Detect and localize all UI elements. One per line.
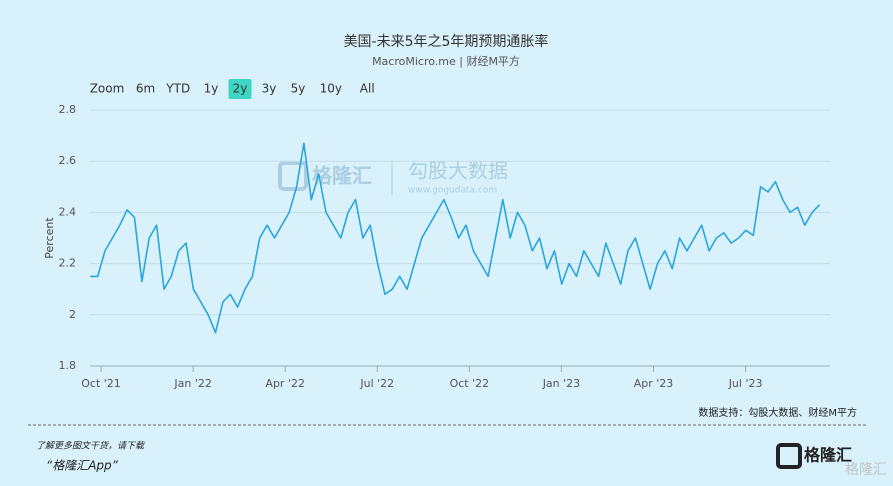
x-tick-label: Apr '23 bbox=[634, 377, 674, 390]
watermark-brand2: 勾股大数据 bbox=[408, 159, 508, 183]
x-tick-label: Oct '22 bbox=[450, 377, 490, 390]
chart-title: 美国-未来5年之5年期预期通胀率 bbox=[344, 33, 549, 50]
y-tick-label: 2.2 bbox=[59, 257, 77, 270]
x-tick-label: Jul '22 bbox=[359, 377, 394, 390]
watermark: 格隆汇 勾股大数据 www.gogudata.com bbox=[278, 159, 508, 196]
footer-line2: “格隆汇App” bbox=[46, 459, 119, 473]
line-series bbox=[90, 142, 821, 334]
logo-icon bbox=[776, 443, 802, 469]
watermark-url: www.gogudata.com bbox=[408, 186, 497, 196]
range-button-bg bbox=[228, 79, 252, 99]
y-tick-label: 2.4 bbox=[59, 205, 77, 218]
y-tick-label: 2.8 bbox=[59, 103, 77, 116]
footer-line1: 了解更多图文干货，请下载 bbox=[36, 441, 145, 452]
y-axis-label: Percent bbox=[43, 217, 56, 259]
range-button[interactable]: 5y bbox=[291, 82, 306, 96]
range-button[interactable]: 2y bbox=[233, 82, 248, 96]
logo-watermark: 格隆汇 bbox=[845, 462, 887, 478]
range-button[interactable]: All bbox=[360, 82, 375, 96]
range-button[interactable]: YTD bbox=[165, 82, 190, 96]
zoom-label: Zoom bbox=[90, 82, 125, 96]
x-tick-label: Apr '22 bbox=[265, 377, 305, 390]
y-tick-label: 2.6 bbox=[59, 154, 77, 167]
x-tick-label: Jul '23 bbox=[728, 377, 763, 390]
range-button[interactable]: 1y bbox=[204, 82, 219, 96]
watermark-icon bbox=[278, 161, 308, 191]
range-button[interactable]: 3y bbox=[262, 82, 277, 96]
x-tick-label: Oct '21 bbox=[81, 377, 121, 390]
y-tick-label: 1.8 bbox=[59, 359, 77, 372]
range-button[interactable]: 10y bbox=[320, 82, 342, 96]
watermark-brand: 格隆汇 bbox=[312, 164, 372, 188]
x-tick-label: Jan '22 bbox=[173, 377, 211, 390]
y-tick-label: 2 bbox=[69, 308, 76, 321]
x-tick-label: Jan '23 bbox=[542, 377, 580, 390]
logo: 格隆汇 bbox=[804, 446, 852, 465]
source: 数据支持：勾股大数据、财经M平方 bbox=[698, 406, 857, 419]
range-button[interactable]: 6m bbox=[136, 82, 155, 96]
chart-subtitle: MacroMicro.me | 财经M平方 bbox=[372, 54, 520, 68]
